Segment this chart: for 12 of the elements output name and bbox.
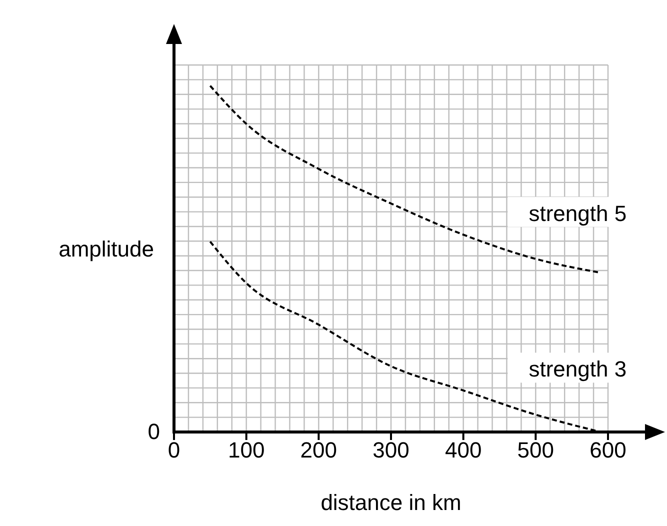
x-tick-label: 0	[168, 438, 180, 463]
series-label: strength 3	[528, 356, 627, 382]
x-tick-label: 600	[590, 438, 626, 463]
x-tick-label: 100	[228, 438, 265, 463]
x-tick-label: 200	[300, 438, 338, 463]
x-tick-label: 400	[444, 438, 482, 463]
x-tick-label: 500	[517, 438, 554, 463]
y-axis-title: amplitude	[58, 236, 154, 262]
series-label: strength 5	[528, 200, 627, 226]
x-tick-label: 300	[372, 438, 410, 463]
x-axis-title: distance in km	[320, 490, 462, 515]
text: 0	[148, 419, 160, 444]
